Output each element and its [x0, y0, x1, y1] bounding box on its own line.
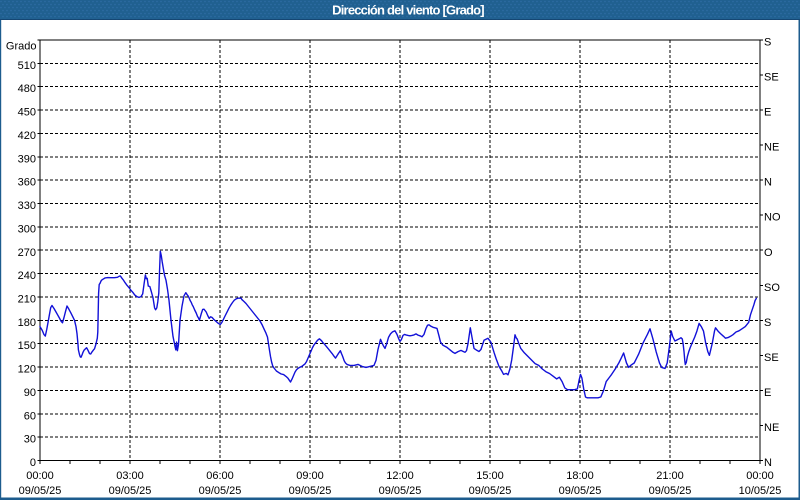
- svg-text:N: N: [764, 177, 772, 189]
- svg-text:SE: SE: [764, 72, 779, 84]
- svg-text:06:00: 06:00: [206, 470, 234, 482]
- svg-text:30: 30: [24, 434, 36, 446]
- svg-text:E: E: [764, 107, 771, 119]
- svg-text:90: 90: [24, 387, 36, 399]
- svg-text:10/05/25: 10/05/25: [739, 485, 782, 497]
- svg-text:15:00: 15:00: [476, 470, 504, 482]
- svg-text:480: 480: [18, 83, 36, 95]
- svg-text:SE: SE: [764, 352, 779, 364]
- svg-text:240: 240: [18, 270, 36, 282]
- svg-text:09/05/25: 09/05/25: [199, 485, 242, 497]
- svg-text:00:00: 00:00: [746, 470, 774, 482]
- svg-text:420: 420: [18, 130, 36, 142]
- svg-text:120: 120: [18, 364, 36, 376]
- svg-text:300: 300: [18, 223, 36, 235]
- svg-text:60: 60: [24, 410, 36, 422]
- svg-text:09/05/25: 09/05/25: [379, 485, 422, 497]
- svg-text:09/05/25: 09/05/25: [19, 485, 62, 497]
- svg-text:Dirección del viento [Grado]: Dirección del viento [Grado]: [332, 3, 484, 18]
- svg-text:18:00: 18:00: [566, 470, 594, 482]
- svg-text:S: S: [764, 37, 771, 49]
- svg-text:360: 360: [18, 177, 36, 189]
- svg-text:NE: NE: [764, 142, 779, 154]
- svg-text:270: 270: [18, 247, 36, 259]
- svg-text:180: 180: [18, 317, 36, 329]
- svg-text:NO: NO: [764, 212, 781, 224]
- svg-text:09/05/25: 09/05/25: [649, 485, 692, 497]
- svg-text:150: 150: [18, 340, 36, 352]
- svg-text:12:00: 12:00: [386, 470, 414, 482]
- svg-text:21:00: 21:00: [656, 470, 684, 482]
- svg-text:N: N: [764, 457, 772, 469]
- svg-text:210: 210: [18, 294, 36, 306]
- svg-text:09/05/25: 09/05/25: [469, 485, 512, 497]
- svg-text:330: 330: [18, 200, 36, 212]
- svg-text:SO: SO: [764, 282, 780, 294]
- svg-text:09/05/25: 09/05/25: [289, 485, 332, 497]
- svg-text:E: E: [764, 387, 771, 399]
- svg-text:450: 450: [18, 107, 36, 119]
- svg-text:NE: NE: [764, 422, 779, 434]
- svg-text:510: 510: [18, 60, 36, 72]
- svg-text:00:00: 00:00: [26, 470, 54, 482]
- svg-text:09/05/25: 09/05/25: [109, 485, 152, 497]
- svg-text:S: S: [764, 317, 771, 329]
- svg-text:03:00: 03:00: [116, 470, 144, 482]
- svg-text:09:00: 09:00: [296, 470, 324, 482]
- svg-text:390: 390: [18, 153, 36, 165]
- svg-text:O: O: [764, 247, 773, 259]
- svg-text:0: 0: [30, 457, 36, 469]
- svg-text:09/05/25: 09/05/25: [559, 485, 602, 497]
- svg-text:Grado: Grado: [6, 41, 37, 53]
